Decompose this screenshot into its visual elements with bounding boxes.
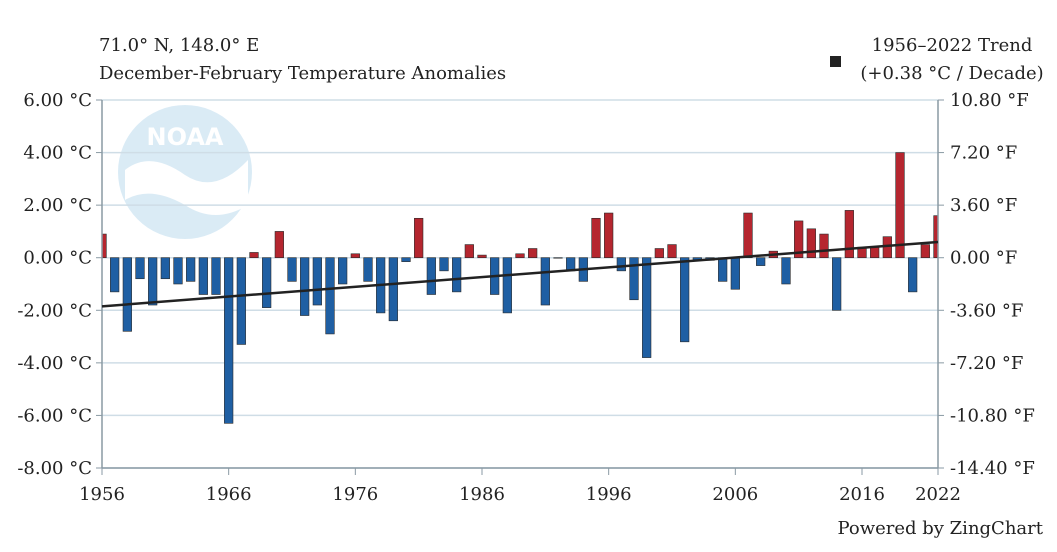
bar-2002[interactable] (680, 257, 690, 343)
bar-1964[interactable] (198, 257, 208, 295)
bar-1995[interactable] (591, 217, 601, 259)
bar-1963[interactable] (186, 257, 196, 282)
bar-1958[interactable] (122, 257, 132, 332)
bar-2011[interactable] (794, 220, 804, 259)
bar-1992[interactable] (553, 257, 563, 259)
bar-1969[interactable] (262, 257, 272, 308)
x-tick-label: 1966 (206, 484, 252, 505)
bar-1980[interactable] (401, 257, 411, 262)
bar-2013[interactable] (819, 233, 829, 259)
bar-2014[interactable] (832, 257, 842, 311)
y-tick-label-right: 7.20 °F (950, 143, 1017, 164)
y-tick-label-left: 2.00 °C (23, 195, 92, 216)
bar-2010[interactable] (781, 257, 791, 285)
y-tick-label-right: 10.80 °F (950, 90, 1029, 111)
bar-1997[interactable] (616, 257, 626, 272)
legend-marker[interactable] (830, 56, 841, 67)
x-tick-label: 2022 (915, 484, 961, 505)
y-tick-label-right: -7.20 °F (950, 353, 1023, 374)
bar-1991[interactable] (540, 257, 550, 306)
bar-2005[interactable] (718, 257, 728, 282)
bar-1970[interactable] (274, 231, 284, 259)
y-tick-label-right: -3.60 °F (950, 300, 1023, 321)
chart-subtitle: December-February Temperature Anomalies (99, 63, 506, 84)
bar-1971[interactable] (287, 257, 297, 282)
y-tick-label-left: -8.00 °C (17, 458, 92, 479)
noaa-logo-text: NOAA (147, 123, 224, 151)
bar-1999[interactable] (642, 257, 652, 358)
y-tick-label-left: 0.00 °C (23, 248, 92, 269)
x-tick-label: 1976 (332, 484, 378, 505)
chart-location: 71.0° N, 148.0° E (99, 35, 259, 56)
trend-line[interactable] (101, 240, 939, 308)
bar-1986[interactable] (477, 254, 487, 259)
powered-by-credit[interactable]: Powered by ZingChart (837, 518, 1043, 539)
y-tick-label-left: -6.00 °C (17, 405, 92, 426)
x-tick-label: 2016 (839, 484, 885, 505)
bar-2015[interactable] (844, 210, 854, 259)
bar-1961[interactable] (160, 257, 170, 280)
y-tick-label-right: 3.60 °F (950, 195, 1017, 216)
bar-1988[interactable] (502, 257, 512, 314)
bar-1984[interactable] (452, 257, 462, 293)
y-tick-label-left: 4.00 °C (23, 143, 92, 164)
bar-2000[interactable] (654, 248, 664, 259)
trend-layer (101, 240, 939, 308)
bar-2019[interactable] (895, 152, 905, 259)
bar-2007[interactable] (743, 212, 753, 259)
bar-1973[interactable] (312, 257, 322, 306)
bar-1981[interactable] (414, 217, 424, 259)
noaa-logo: NOAA (118, 105, 252, 239)
bar-2006[interactable] (730, 257, 740, 290)
bar-2001[interactable] (667, 244, 677, 259)
bar-1962[interactable] (173, 257, 183, 285)
legend-detail: (+0.38 °C / Decade) (860, 63, 1043, 84)
bar-1983[interactable] (439, 257, 449, 272)
bar-1967[interactable] (236, 257, 246, 345)
y-tick-label-right: -10.80 °F (950, 405, 1035, 426)
bar-1975[interactable] (338, 257, 348, 285)
y-tick-label-left: -4.00 °C (17, 353, 92, 374)
bar-1996[interactable] (604, 212, 614, 259)
bar-1998[interactable] (629, 257, 639, 301)
x-tick-label: 2006 (712, 484, 758, 505)
bar-1974[interactable] (325, 257, 335, 335)
bar-2012[interactable] (806, 228, 816, 259)
bar-1972[interactable] (300, 257, 310, 316)
y-tick-label-right: -14.40 °F (950, 458, 1035, 479)
bar-1968[interactable] (249, 252, 259, 259)
bar-1982[interactable] (426, 257, 436, 295)
bar-1960[interactable] (148, 257, 158, 306)
x-tick-label: 1956 (79, 484, 125, 505)
axis-labels: 6.00 °C 10.80 °F 4.00 °C 7.20 °F 2.00 °C 3.60… (17, 90, 1034, 505)
bars-layer (101, 152, 939, 424)
bar-2020[interactable] (908, 257, 918, 293)
bar-1959[interactable] (135, 257, 145, 280)
bar-2008[interactable] (756, 257, 766, 266)
bar-2021[interactable] (920, 244, 930, 259)
bar-1990[interactable] (528, 248, 538, 259)
legend-label: 1956–2022 Trend (872, 35, 1033, 56)
x-tick-label: 1986 (459, 484, 505, 505)
bar-2017[interactable] (870, 246, 880, 259)
bar-1985[interactable] (464, 244, 474, 259)
bar-1977[interactable] (363, 257, 373, 282)
bar-1965[interactable] (211, 257, 221, 295)
x-tick-label: 1996 (586, 484, 632, 505)
bar-1966[interactable] (224, 257, 234, 424)
y-tick-label-left: 6.00 °C (23, 90, 92, 111)
bar-1976[interactable] (350, 253, 360, 259)
y-tick-label-right: 0.00 °F (950, 248, 1017, 269)
bar-1989[interactable] (515, 253, 525, 259)
y-tick-label-left: -2.00 °C (17, 300, 92, 321)
axes-layer (96, 99, 944, 475)
bar-1957[interactable] (110, 257, 120, 293)
bar-1979[interactable] (388, 257, 398, 322)
